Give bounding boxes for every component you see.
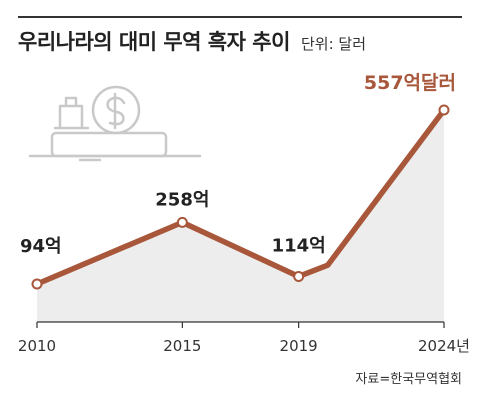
x-tick-label: 2024년 bbox=[418, 337, 470, 355]
x-tick-label: 2019 bbox=[280, 337, 318, 355]
data-point bbox=[293, 270, 305, 282]
source-note: 자료=한국무역협회 bbox=[355, 372, 462, 387]
header: 우리나라의 대미 무역 흑자 추이 단위: 달러 bbox=[18, 26, 366, 56]
data-point bbox=[438, 104, 450, 116]
x-tick-label: 2010 bbox=[18, 337, 56, 355]
plot-area: 2010 2015 2019 2024년 94억 258억 114억 557억달러 bbox=[18, 72, 470, 355]
icon-dollar-sign bbox=[106, 92, 126, 130]
x-tick-label: 2015 bbox=[163, 337, 201, 355]
data-label: 114억 bbox=[272, 235, 326, 256]
title-rule bbox=[18, 16, 462, 18]
data-label: 94억 bbox=[20, 236, 62, 257]
data-label: 258억 bbox=[155, 189, 209, 210]
area-fill bbox=[37, 110, 444, 322]
money-coin-hand-icon bbox=[28, 85, 202, 162]
icon-base bbox=[50, 131, 168, 158]
data-label: 557억달러 bbox=[364, 72, 456, 94]
unit-label: 단위: 달러 bbox=[301, 35, 367, 53]
data-point bbox=[31, 278, 43, 290]
icon-hand-outline bbox=[58, 96, 84, 130]
icon-coin bbox=[91, 85, 141, 135]
chart-title: 우리나라의 대미 무역 흑자 추이 bbox=[18, 30, 290, 54]
data-point bbox=[176, 216, 188, 228]
